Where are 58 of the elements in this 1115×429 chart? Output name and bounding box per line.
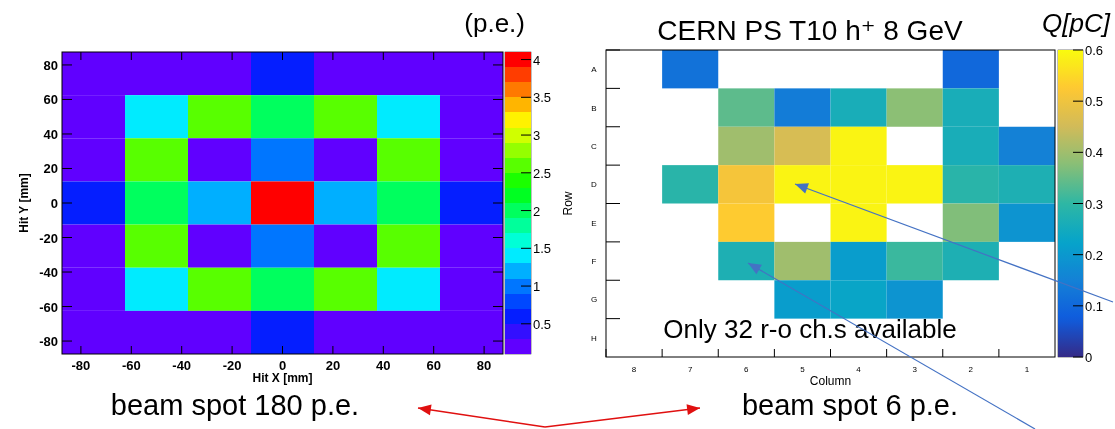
color-bar-label: 1 — [533, 279, 541, 295]
color-bar-label: 0.5 — [1085, 94, 1104, 110]
x-axis-title: Column — [809, 374, 852, 388]
y-tick-label: E — [591, 218, 597, 228]
color-bar-label: 2.5 — [533, 165, 552, 181]
x-tick-label: -40 — [172, 358, 192, 373]
y-tick-label: F — [591, 257, 597, 267]
y-tick-label: D — [591, 180, 598, 190]
text: beam spot 180 p.e. — [110, 389, 360, 421]
x-tick-label: 80 — [476, 358, 492, 373]
y-tick-label: 0 — [50, 196, 58, 211]
y-tick-label: C — [591, 141, 598, 151]
color-bar-label: 2 — [533, 203, 541, 219]
x-axis-title: Hit X [mm] — [252, 371, 313, 385]
x-tick-label: 3 — [912, 365, 918, 374]
y-tick-label: 80 — [43, 57, 58, 73]
color-bar-label: 0.5 — [533, 316, 552, 332]
y-tick-label: A — [591, 65, 598, 75]
y-axis-title: Row — [561, 191, 575, 216]
color-bar-label: 4 — [533, 52, 541, 68]
y-axis-title: Hit Y [mm] — [17, 173, 31, 233]
color-bar-title: (p.e.) — [464, 8, 525, 38]
y-tick-label: 20 — [43, 161, 58, 177]
color-bar-label: 3 — [533, 128, 541, 144]
y-tick-label: H — [591, 333, 598, 343]
x-tick-label: -80 — [71, 358, 91, 373]
x-tick-label: 20 — [325, 358, 341, 373]
y-tick-label: -60 — [39, 299, 58, 315]
color-bar-label: 0.3 — [1085, 196, 1104, 212]
x-tick-label: 60 — [426, 358, 441, 373]
x-tick-label: 40 — [376, 358, 391, 373]
x-tick-label: 2 — [968, 365, 974, 374]
x-tick-label: 4 — [856, 365, 862, 374]
text: beam spot 6 p.e. — [741, 389, 959, 421]
x-tick-label: 8 — [631, 365, 637, 374]
x-tick-label: -60 — [121, 358, 141, 373]
x-tick-label: 0 — [278, 358, 287, 373]
x-tick-label: 7 — [687, 365, 693, 374]
color-bar-label: 0.2 — [1085, 247, 1104, 263]
chart-title: CERN PS T10 h⁺ 8 GeV — [657, 15, 963, 46]
y-tick-label: -80 — [39, 334, 58, 350]
y-tick-label: G — [590, 295, 598, 305]
color-bar-label: 0.4 — [1085, 145, 1104, 161]
color-bar-label: 0.6 — [1085, 43, 1104, 58]
y-tick-label: -40 — [39, 265, 58, 281]
color-bar-label: 0.1 — [1085, 298, 1104, 314]
x-tick-label: -20 — [222, 358, 242, 373]
color-bar-title: Q[pC] — [1042, 8, 1111, 38]
color-bar-label: 3.5 — [533, 90, 552, 106]
y-tick-label: B — [591, 103, 597, 113]
y-tick-label: 60 — [43, 92, 58, 108]
x-tick-label: 5 — [800, 365, 806, 374]
annotation: Only 32 r-o ch.s available — [663, 314, 957, 344]
x-tick-label: 6 — [744, 365, 750, 374]
color-bar-label: 1.5 — [533, 241, 552, 257]
x-tick-label: 1 — [1024, 365, 1030, 374]
y-tick-label: 40 — [43, 126, 58, 142]
y-tick-label: -20 — [39, 230, 58, 246]
